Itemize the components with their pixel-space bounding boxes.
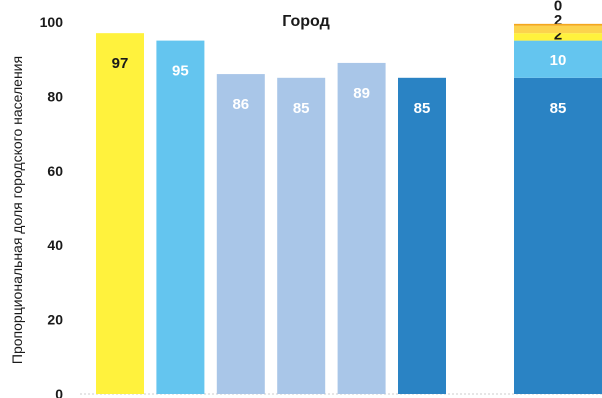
bar-value-label: 86 (232, 96, 249, 113)
y-tick-labels: 0 20 40 60 80 100 (40, 14, 64, 398)
bar (277, 77, 326, 395)
bar (156, 40, 205, 394)
stack-value-label: 85 (550, 100, 567, 117)
stack-segment (514, 40, 602, 78)
y-tick-label: 60 (47, 163, 63, 179)
bar-value-label: 85 (293, 100, 310, 117)
y-tick-label: 40 (47, 237, 63, 253)
stack-value-label: 0 (554, 0, 562, 15)
y-tick-label: 100 (40, 14, 64, 30)
stack-value-label: 2 (554, 12, 562, 29)
bar-value-label: 89 (353, 85, 370, 102)
bar-value-label: 97 (112, 55, 129, 72)
bars: 97 95 86 85 89 85 (96, 33, 446, 395)
y-axis-label: Пропорциональная доля городского населен… (9, 56, 25, 364)
bar (216, 74, 265, 394)
bar-value-label: 85 (414, 100, 431, 117)
y-tick-label: 20 (47, 312, 63, 328)
stack-value-label: 10 (550, 52, 567, 69)
bar (398, 77, 446, 395)
stack-value-label: 2 (554, 27, 562, 44)
bar (337, 62, 386, 395)
stack-segment (514, 23, 602, 26)
y-tick-label: 80 (47, 88, 63, 104)
stack-segment (514, 33, 602, 41)
bar-value-label: 95 (172, 63, 189, 80)
stack-segment (514, 25, 602, 34)
bar (96, 33, 144, 394)
chart-title: Город (282, 13, 330, 30)
y-tick-label: 0 (55, 386, 63, 398)
stack-segment (514, 77, 602, 395)
